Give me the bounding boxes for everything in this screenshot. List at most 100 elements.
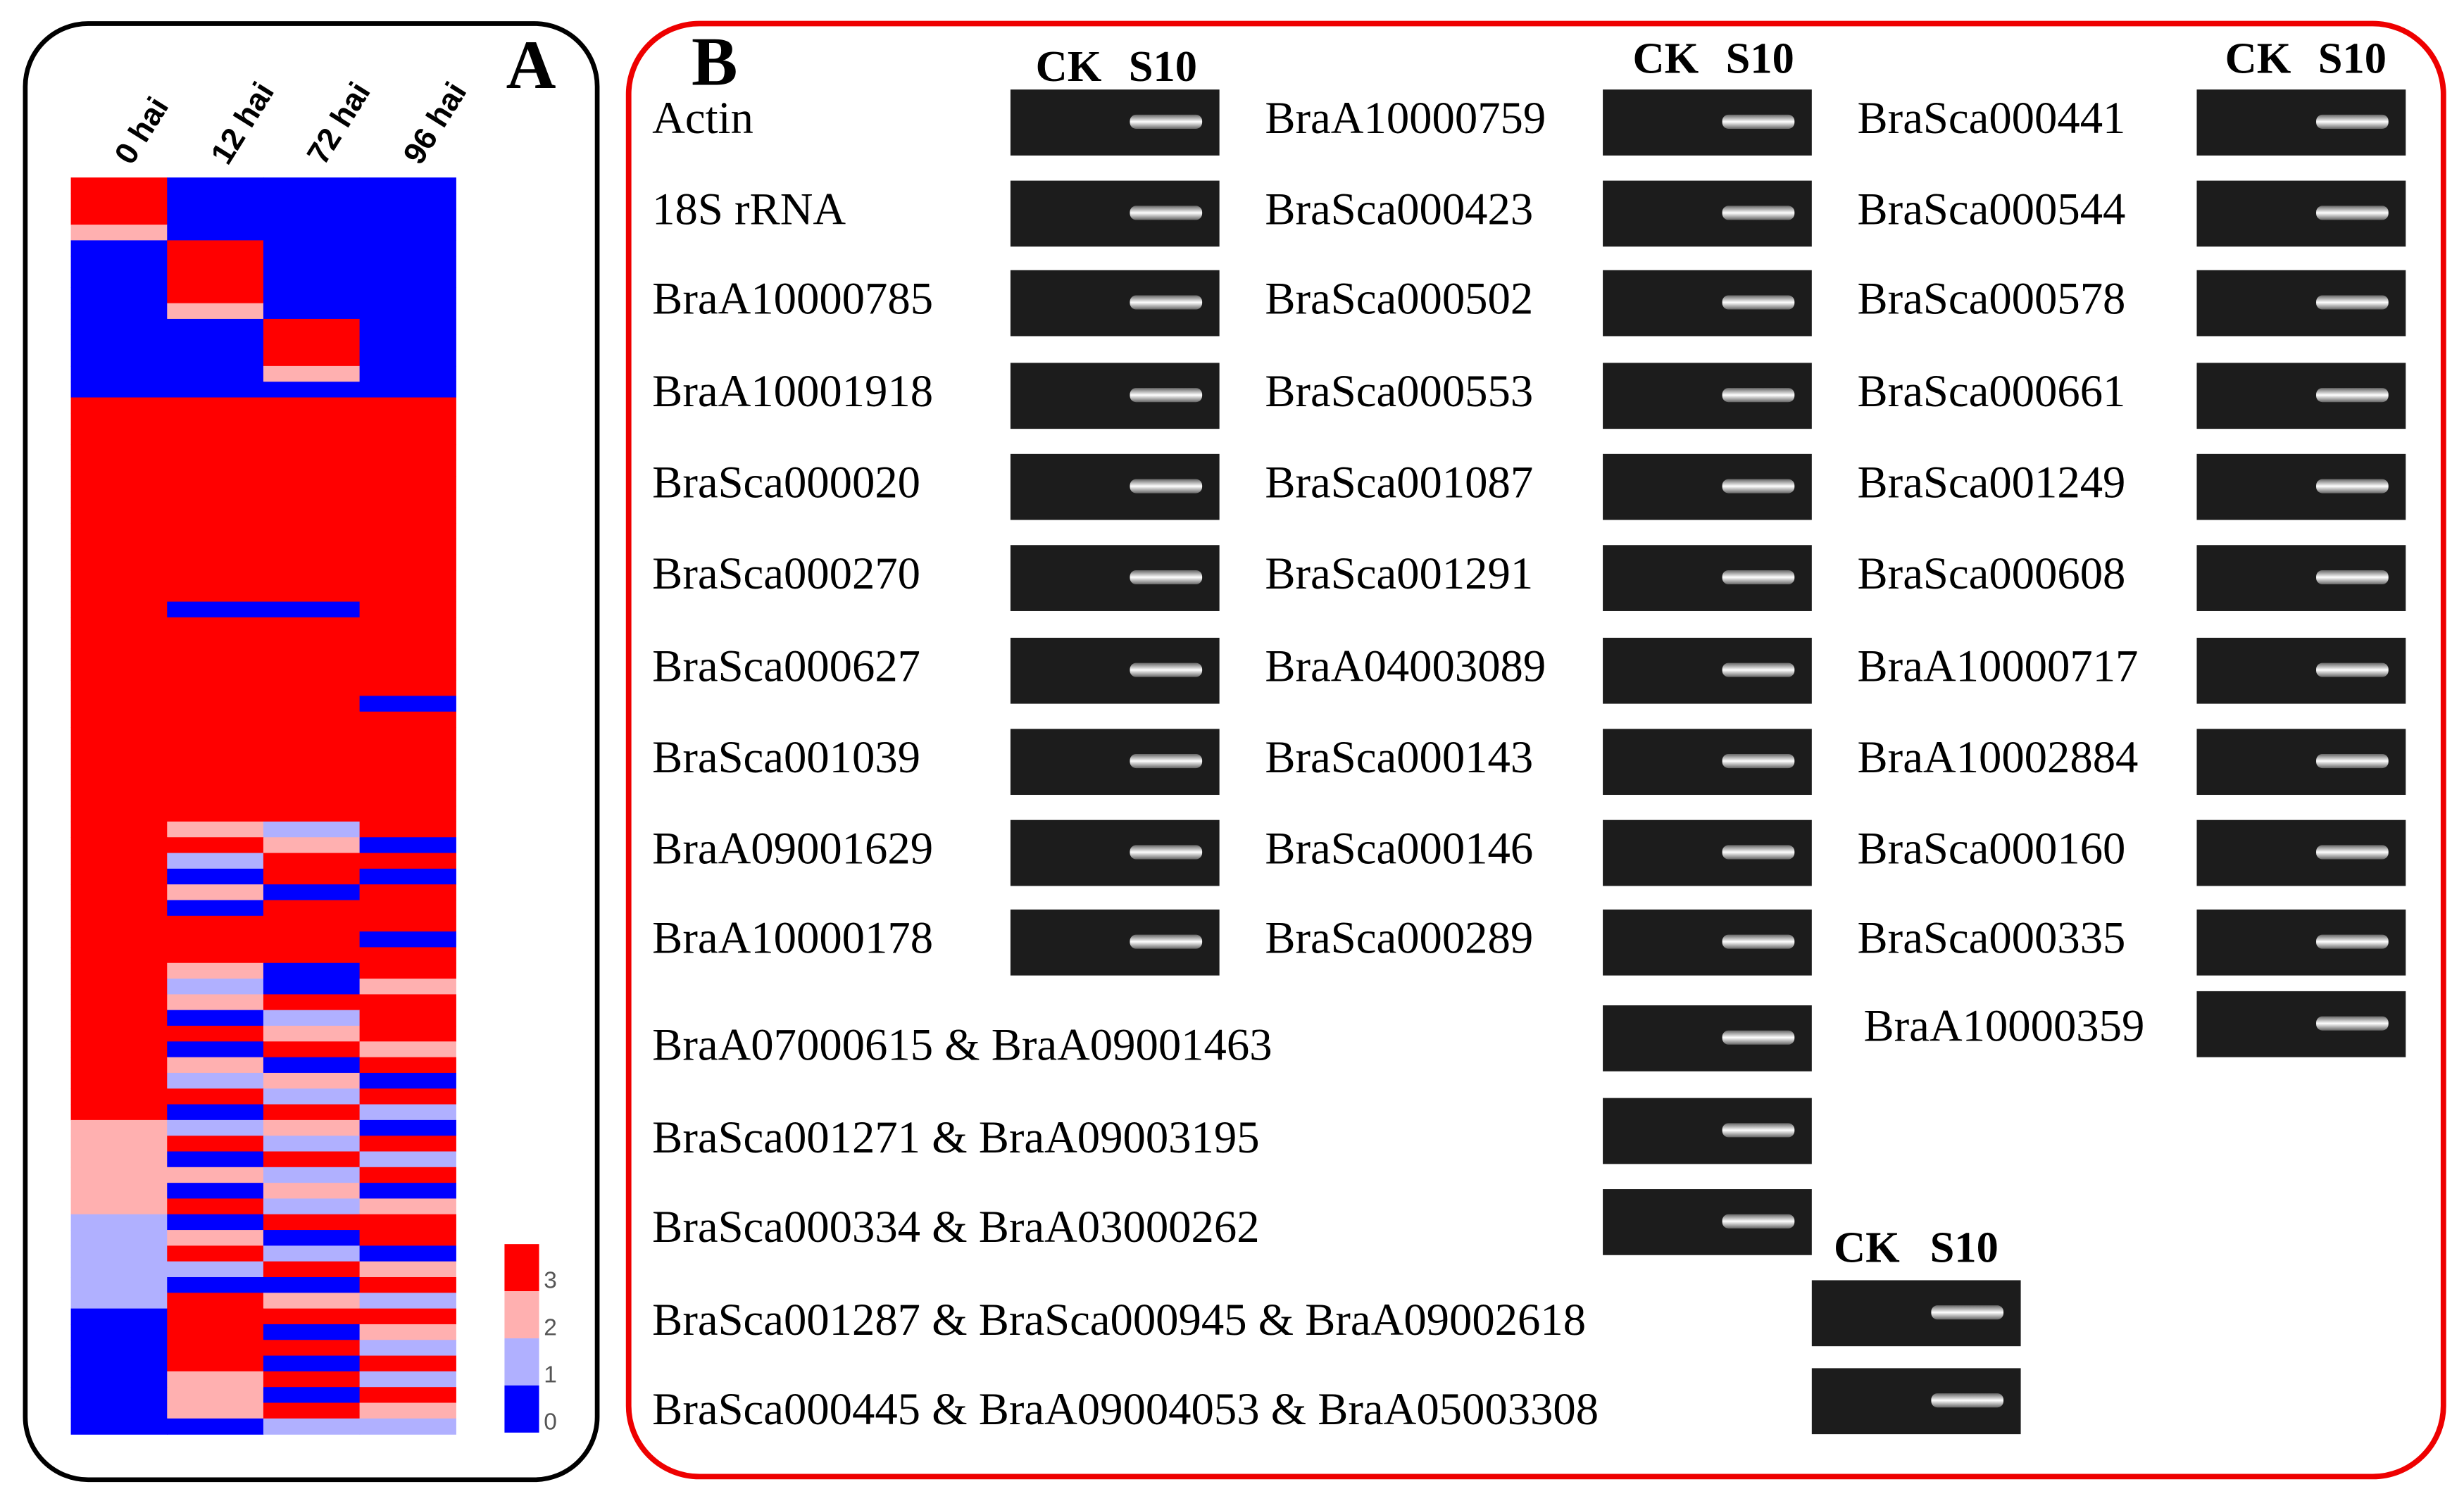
heatmap-cell xyxy=(263,318,361,335)
heatmap-cell xyxy=(359,272,456,288)
heatmap-cell xyxy=(167,1198,264,1215)
heatmap-cell xyxy=(359,303,456,320)
heatmap-cell xyxy=(70,1371,168,1388)
gel-band xyxy=(1722,570,1795,585)
heatmap-cell xyxy=(263,727,361,744)
heatmap-cell xyxy=(167,413,264,429)
heatmap-cell xyxy=(359,1041,456,1058)
heatmap-cell xyxy=(167,272,264,288)
heatmap-cell xyxy=(359,1072,456,1089)
heatmap-cell xyxy=(263,1183,361,1200)
gene-label: BraSca000335 xyxy=(1858,912,2126,963)
heatmap-cell xyxy=(70,790,168,807)
heatmap-cell xyxy=(70,711,168,728)
heatmap-cell xyxy=(263,208,361,225)
heatmap-cell xyxy=(167,821,264,838)
heatmap-cell xyxy=(359,1119,456,1136)
heatmap-cell xyxy=(263,1230,361,1247)
gene-label: BraA10000759 xyxy=(1265,92,1546,143)
heatmap-cell xyxy=(70,1214,168,1231)
gel-image xyxy=(2196,729,2406,796)
gel-image xyxy=(1603,270,1812,337)
heatmap-cell xyxy=(70,805,168,822)
heatmap-cell xyxy=(263,994,361,1011)
lane-header: S10 xyxy=(1930,1223,1999,1272)
heatmap-cell xyxy=(263,1026,361,1042)
heatmap-cell xyxy=(359,193,456,210)
heatmap-cell xyxy=(359,318,456,335)
gel-band xyxy=(2316,388,2389,403)
heatmap-cell xyxy=(263,539,361,555)
heatmap-cell xyxy=(167,1167,264,1183)
gel-image xyxy=(1603,1098,1812,1164)
heatmap-cell xyxy=(263,429,361,446)
lane-header: CK xyxy=(1834,1223,1900,1272)
gene-label: BraSca000661 xyxy=(1858,365,2126,416)
heatmap-cell xyxy=(167,318,264,335)
heatmap-cell xyxy=(167,476,264,493)
heatmap-cell xyxy=(167,554,264,571)
heatmap-cell xyxy=(263,1418,361,1435)
gene-label: BraA10000178 xyxy=(652,912,933,963)
heatmap-cell xyxy=(263,962,361,979)
heatmap-cell xyxy=(70,884,168,901)
heatmap-cell xyxy=(70,853,168,869)
heatmap-cell xyxy=(263,979,361,995)
gene-label: BraA10001918 xyxy=(652,365,933,416)
heatmap-cell xyxy=(167,617,264,634)
heatmap-cell xyxy=(167,460,264,477)
heatmap-cell xyxy=(167,240,264,257)
heatmap-cell xyxy=(263,1245,361,1262)
heatmap-cell xyxy=(263,287,361,304)
heatmap-cell xyxy=(167,868,264,885)
heatmap-cell xyxy=(359,365,456,382)
heatmap-cell xyxy=(167,177,264,194)
gel-image xyxy=(2196,270,2406,337)
heatmap-cell xyxy=(359,1402,456,1419)
gel-image xyxy=(2196,545,2406,611)
legend-swatch xyxy=(504,1291,539,1339)
heatmap-cell xyxy=(167,1355,264,1372)
heatmap-cell xyxy=(70,696,168,712)
heatmap-cell xyxy=(167,900,264,917)
gene-label: BraSca000578 xyxy=(1858,272,2126,323)
heatmap-cell xyxy=(359,758,456,775)
heatmap-cell xyxy=(263,334,361,351)
lane-header: CK xyxy=(1632,34,1699,83)
gene-label: BraA07000615 & BraA09001463 xyxy=(652,1019,1272,1069)
panel-label: A xyxy=(506,27,556,103)
heatmap-cell xyxy=(359,837,456,854)
gel-band xyxy=(1130,845,1203,860)
gel-band xyxy=(2316,206,2389,220)
gel-band xyxy=(1130,934,1203,949)
legend-swatch xyxy=(504,1338,539,1386)
heatmap-cell xyxy=(263,240,361,257)
heatmap-cell xyxy=(167,1104,264,1121)
legend-swatch xyxy=(504,1244,539,1292)
heatmap-cell xyxy=(263,1104,361,1121)
gel-band xyxy=(1130,388,1203,403)
gel-image xyxy=(1010,545,1220,611)
heatmap-cell xyxy=(263,570,361,586)
heatmap-cell xyxy=(70,256,168,272)
column-label: 12 hai xyxy=(204,77,281,170)
heatmap-cell xyxy=(70,507,168,524)
gel-image xyxy=(1010,637,1220,704)
heatmap-cell xyxy=(263,1010,361,1026)
heatmap-cell xyxy=(70,648,168,665)
heatmap-cell xyxy=(359,821,456,838)
gel-image xyxy=(2196,180,2406,247)
heatmap-cell xyxy=(70,350,168,367)
heatmap-cell xyxy=(70,413,168,429)
heatmap-cell xyxy=(167,539,264,555)
gene-label: BraSca001287 & BraSca000945 & BraA090026… xyxy=(652,1294,1586,1345)
heatmap-cell xyxy=(167,1293,264,1309)
heatmap-cell xyxy=(167,1183,264,1200)
gel-band xyxy=(1130,662,1203,677)
gel-band xyxy=(1722,388,1795,403)
heatmap-cell xyxy=(263,1355,361,1372)
heatmap-cell xyxy=(263,868,361,885)
heatmap-cell xyxy=(359,727,456,744)
gene-label: BraSca001039 xyxy=(652,731,920,782)
